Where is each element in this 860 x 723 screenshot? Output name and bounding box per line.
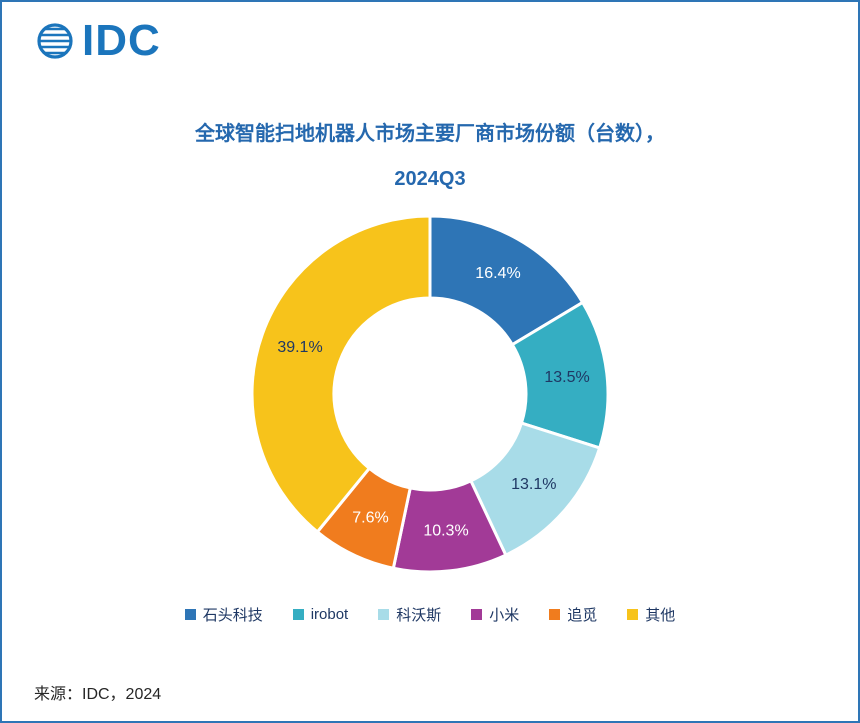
slice-label-科沃斯: 13.1% — [511, 476, 556, 493]
legend-item-其他: 其他 — [627, 604, 675, 625]
slice-label-irobot: 13.5% — [544, 369, 589, 386]
legend-label-irobot: irobot — [310, 606, 349, 623]
legend-swatch-小米 — [471, 609, 483, 620]
legend-item-小米: 小米 — [471, 604, 519, 625]
slice-label-其他: 39.1% — [277, 339, 322, 356]
slice-label-追觅: 7.6% — [352, 510, 388, 527]
legend-label-其他: 其他 — [645, 607, 676, 624]
logo-text: IDC — [82, 16, 161, 65]
legend-label-追觅: 追觅 — [567, 607, 598, 624]
legend: 石头科技 irobot 科沃斯 小米 追觅 其他 — [2, 604, 858, 625]
slice-label-石头科技: 16.4% — [475, 265, 520, 282]
legend-label-小米: 小米 — [489, 607, 520, 624]
legend-item-石头科技: 石头科技 — [184, 604, 263, 625]
legend-item-irobot: irobot — [292, 606, 349, 623]
legend-label-石头科技: 石头科技 — [202, 607, 263, 624]
legend-swatch-其他 — [627, 609, 639, 620]
slice-label-小米: 10.3% — [423, 522, 468, 539]
donut-slice-其他 — [250, 214, 432, 534]
idc-logo: IDC — [32, 18, 161, 64]
chart-title: 全球智能扫地机器人市场主要厂商市场份额（台数）， 2024Q3 — [2, 112, 858, 202]
legend-swatch-irobot — [292, 609, 304, 620]
legend-swatch-追觅 — [549, 609, 561, 620]
legend-item-追觅: 追觅 — [549, 604, 597, 625]
donut-svg: 16.4% 13.5% 13.1% 10.3% 7.6% 39.1% — [250, 214, 610, 574]
legend-label-科沃斯: 科沃斯 — [396, 607, 442, 624]
legend-swatch-科沃斯 — [378, 609, 390, 620]
chart-title-line1: 全球智能扫地机器人市场主要厂商市场份额（台数）， — [195, 123, 665, 145]
legend-item-科沃斯: 科沃斯 — [378, 604, 441, 625]
idc-globe-icon — [37, 23, 73, 59]
legend-swatch-石头科技 — [184, 609, 196, 620]
source-note: 来源：IDC，2024 — [34, 686, 162, 703]
chart-title-line2: 2024Q3 — [394, 168, 466, 190]
donut-chart: 16.4% 13.5% 13.1% 10.3% 7.6% 39.1% — [190, 198, 670, 598]
